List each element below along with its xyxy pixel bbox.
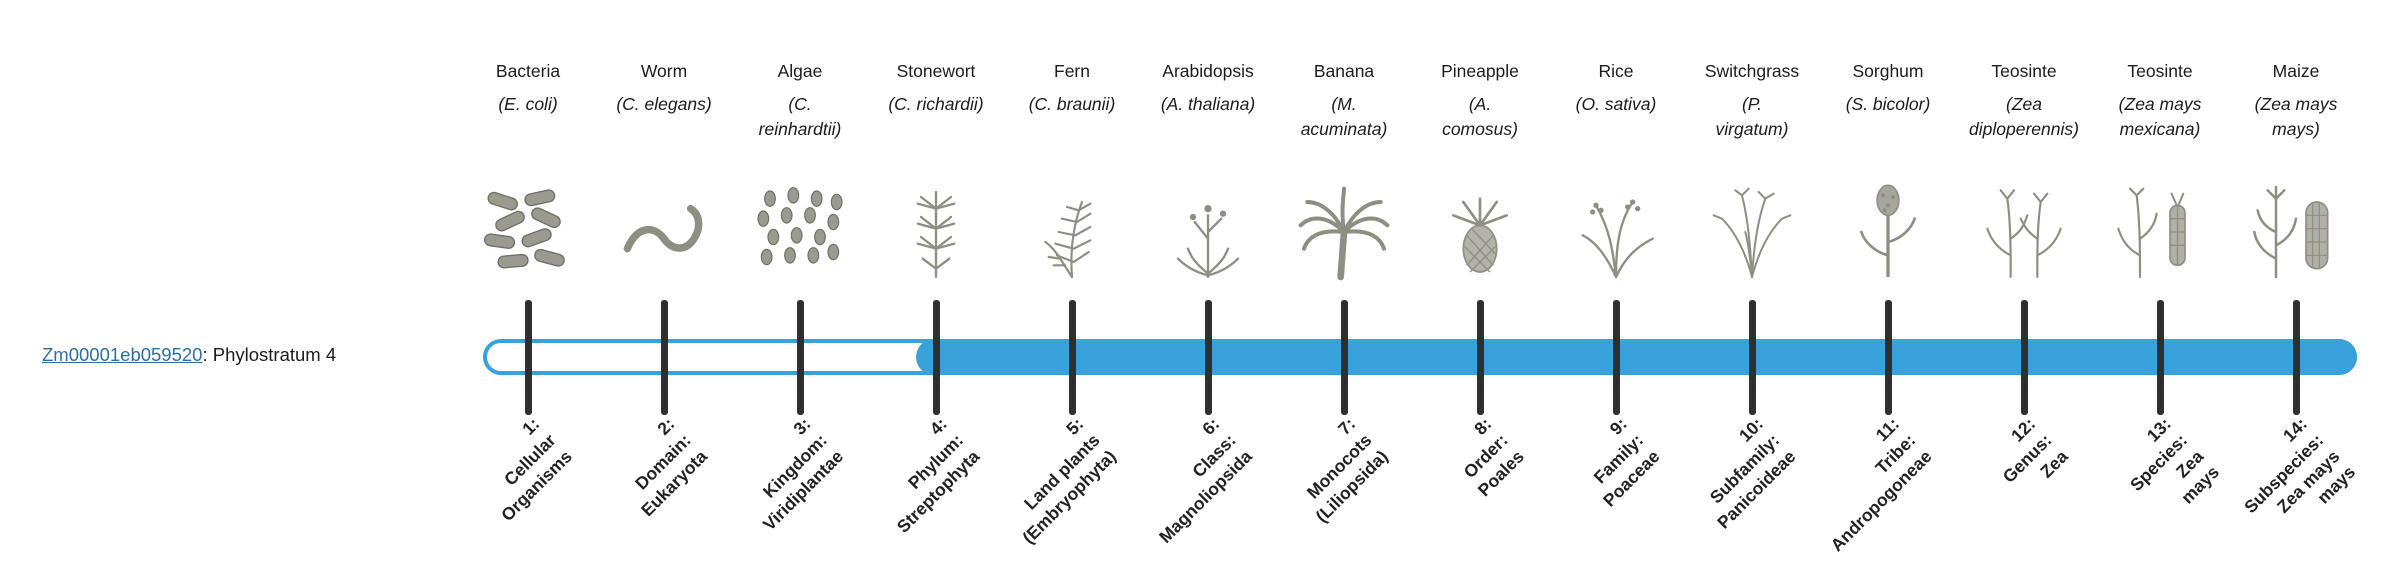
- stratum-label: 9: Family: Poaceae: [1589, 413, 1664, 511]
- stonewort-icon: [886, 178, 986, 286]
- stratum-tick: [1476, 300, 1484, 415]
- stratum-tick: [2020, 300, 2028, 415]
- stratum-tick: [524, 300, 532, 415]
- organism-scientific-name: (C. richardii): [888, 93, 984, 114]
- stratum-tick: [1884, 300, 1892, 415]
- stratum-tick: [1068, 300, 1076, 415]
- stratum-tick: [932, 300, 940, 415]
- stratum-label: 5: Land plants (Embryophyta): [1017, 413, 1120, 548]
- stratum-label: 4: Phylum: Streptophyta: [892, 413, 984, 537]
- stratum-label: 8: Order: Poales: [1458, 413, 1528, 500]
- organism-scientific-name: (A. thaliana): [1160, 93, 1256, 114]
- phylostratum-bar-fill: [916, 339, 2357, 375]
- gene-id-link[interactable]: Zm00001eb059520: [42, 344, 203, 365]
- stratum-label: 6: Class: Magnoliopsida: [1154, 413, 1256, 547]
- switchgrass-icon: [1702, 178, 1802, 286]
- stratum-label: 2: Domain: Eukaryota: [631, 413, 712, 520]
- organism-name: Switchgrass: [1704, 61, 1800, 81]
- organism-scientific-name: (Zea mays mays): [2254, 93, 2338, 140]
- organism-name: Rice: [1598, 61, 1634, 81]
- organism-name: Maize: [2272, 61, 2320, 81]
- organism-column: Teosinte (Zea mays mexicana) 13: Species…: [2075, 60, 2245, 508]
- organism-scientific-name: (E. coli): [498, 93, 558, 114]
- organism-scientific-name: (C. elegans): [616, 93, 712, 114]
- organism-name: Sorghum: [1852, 61, 1924, 81]
- organism-name: Pineapple: [1441, 61, 1519, 81]
- organism-scientific-name: (P. virgatum): [1715, 93, 1789, 140]
- organism-column: Fern (C. braunii) 5: Land plants (Embryo…: [987, 60, 1157, 547]
- organism-name: Worm: [640, 61, 688, 81]
- organism-name: Teosinte: [1991, 61, 2057, 81]
- bacteria-icon: [478, 178, 578, 286]
- organism-name: Bacteria: [495, 61, 561, 81]
- stratum-label: 14: Subspecies: Zea mays mays: [2239, 413, 2360, 517]
- organism-scientific-name: (Zea diploperennis): [1969, 93, 2079, 140]
- organism-column: Stonewort (C. richardii) 4: Phylum: Stre…: [851, 60, 1021, 536]
- stratum-label: 12: Genus: Zea: [1998, 413, 2072, 487]
- stratum-label: 10: Subfamily: Panicoideae: [1705, 413, 1800, 533]
- stratum-label: 13: Species: Zea mays: [2125, 413, 2224, 508]
- organism-column: Maize (Zea mays mays) 14: Subspecies: Ze…: [2211, 60, 2381, 517]
- organism-scientific-name: (M. acuminata): [1300, 93, 1388, 140]
- stratum-tick: [2156, 300, 2164, 415]
- organism-column: Sorghum (S. bicolor) 11: Tribe: Andropog…: [1803, 60, 1973, 555]
- organism-column: Worm (C. elegans) 2: Domain: Eukaryota: [579, 60, 749, 520]
- maize-icon: [2246, 178, 2346, 286]
- organism-name: Fern: [1054, 61, 1090, 81]
- organism-name: Teosinte: [2127, 61, 2193, 81]
- stratum-tick: [1204, 300, 1212, 415]
- teosinte-icon: [1974, 178, 2074, 286]
- organism-column: Arabidopsis (A. thaliana) 6: Class: Magn…: [1123, 60, 1293, 547]
- algae-icon: [750, 178, 850, 286]
- stratum-label: 3: Kingdom: Viridiplantae: [758, 413, 848, 535]
- gene-label: Zm00001eb059520: Phylostratum 4: [42, 344, 336, 366]
- organism-name: Arabidopsis: [1162, 61, 1254, 81]
- worm-icon: [614, 178, 714, 286]
- pineapple-icon: [1430, 178, 1530, 286]
- rice-icon: [1566, 178, 1666, 286]
- organism-scientific-name: (O. sativa): [1575, 93, 1657, 114]
- organism-column: Algae (C. reinhardtii) 3: Kingdom: Virid…: [715, 60, 885, 534]
- teosinte-mexicana-icon: [2110, 178, 2210, 286]
- organism-column: Banana (M. acuminata) 7: Monocots (Lilio…: [1259, 60, 1429, 526]
- organism-scientific-name: (Zea mays mexicana): [2118, 93, 2202, 140]
- stratum-tick: [796, 300, 804, 415]
- arabidopsis-icon: [1158, 178, 1258, 286]
- organism-name: Banana: [1313, 61, 1375, 81]
- fern-icon: [1022, 178, 1122, 286]
- organism-scientific-name: (A. comosus): [1442, 93, 1518, 140]
- stratum-tick: [1340, 300, 1348, 415]
- gene-phylostratum-text: : Phylostratum 4: [202, 344, 337, 365]
- banana-icon: [1294, 178, 1394, 286]
- organism-scientific-name: (C. braunii): [1028, 93, 1116, 114]
- organism-column: Bacteria (E. coli) 1: Cellular Organisms: [443, 60, 613, 525]
- stratum-tick: [1612, 300, 1620, 415]
- stratum-tick: [660, 300, 668, 415]
- organism-name: Algae: [777, 61, 823, 81]
- organism-column: Switchgrass (P. virgatum) 10: Subfamily:…: [1667, 60, 1837, 532]
- organism-name: Stonewort: [896, 61, 976, 81]
- organism-column: Rice (O. sativa) 9: Family: Poaceae: [1531, 60, 1701, 510]
- stratum-label: 1: Cellular Organisms: [496, 413, 576, 525]
- organism-scientific-name: (C. reinhardtii): [758, 93, 842, 140]
- stratum-tick: [2292, 300, 2300, 415]
- organism-column: Pineapple (A. comosus) 8: Order: Poales: [1395, 60, 1565, 500]
- stratum-label: 7: Monocots (Liliopsida): [1302, 413, 1392, 527]
- organism-column: Teosinte (Zea diploperennis) 12: Genus: …: [1939, 60, 2109, 487]
- stratum-tick: [1748, 300, 1756, 415]
- stratum-label: 11: Tribe: Andropogoneae: [1826, 413, 1936, 555]
- organism-scientific-name: (S. bicolor): [1845, 93, 1931, 114]
- sorghum-icon: [1838, 178, 1938, 286]
